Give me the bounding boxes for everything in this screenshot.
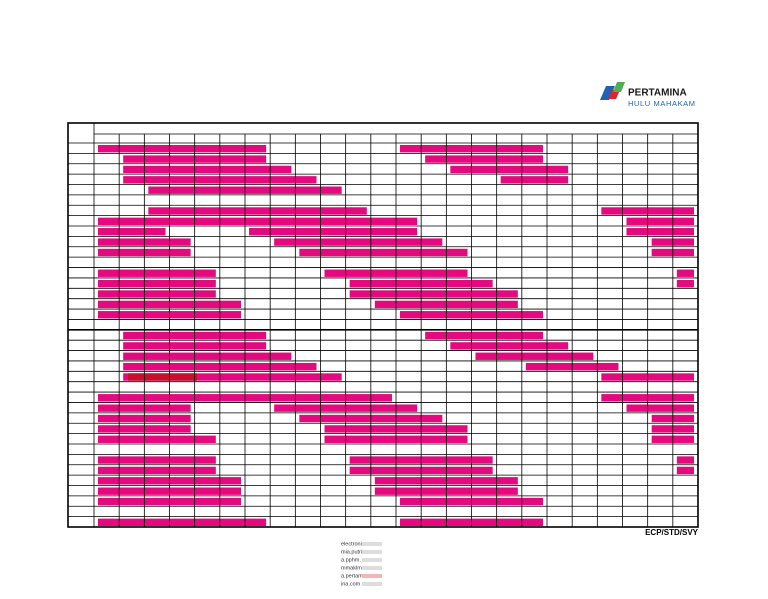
logo-subtitle: HULU MAHAKAM xyxy=(628,99,696,108)
contact-note xyxy=(362,550,382,554)
contact-line: a.pphm. xyxy=(341,557,361,563)
logo-name: PERTAMINA xyxy=(628,88,687,99)
contact-note xyxy=(362,574,382,578)
schedule-bar xyxy=(98,279,216,288)
schedule-bar xyxy=(626,217,694,226)
grid-border xyxy=(67,122,699,528)
schedule-bar xyxy=(450,342,569,350)
schedule-bar xyxy=(123,352,292,360)
contact-line: electronic xyxy=(341,541,365,547)
schedule-bar xyxy=(123,165,292,174)
schedule-bar xyxy=(98,456,216,464)
logo-mark-red xyxy=(608,90,620,99)
schedule-bar xyxy=(676,456,694,464)
schedule-bar xyxy=(626,228,694,236)
schedule-bar xyxy=(500,176,569,184)
contact-line: mmaklm xyxy=(341,565,362,571)
schedule-bar xyxy=(98,466,216,475)
schedule-bar xyxy=(98,145,267,153)
schedule-bar xyxy=(98,228,166,236)
contact-note xyxy=(362,542,382,546)
schedule-bar xyxy=(123,373,342,381)
schedule-bar xyxy=(676,279,694,288)
logo-mark-blue xyxy=(600,86,615,100)
contact-note xyxy=(362,582,382,586)
logo-mark-green xyxy=(613,82,625,92)
contact-line: a.pertam xyxy=(341,573,363,579)
schedule-bar xyxy=(148,207,367,215)
schedule-bar xyxy=(475,352,594,360)
schedule-bar xyxy=(249,228,418,236)
contact-line: mia.putri xyxy=(341,549,362,555)
schedule-grid xyxy=(67,122,699,528)
contact-line: ina.com xyxy=(341,581,361,587)
schedule-bar-highlight xyxy=(128,373,197,381)
document-code: ECP/STD/SVY xyxy=(645,528,699,537)
schedule-bar xyxy=(349,290,518,298)
schedule-bar xyxy=(626,404,694,412)
contact-note xyxy=(362,566,382,570)
schedule-bar xyxy=(98,290,216,298)
contact-info: electronic mia.putri a.pphm. mmaklm a.pertam… xyxy=(341,541,382,587)
schedule-bar xyxy=(98,217,418,226)
schedule-bar xyxy=(676,269,694,277)
schedule-bar xyxy=(450,165,569,174)
schedule-bar xyxy=(274,238,443,246)
schedule-bar xyxy=(425,155,543,163)
logo: PERTAMINA HULU MAHAKAM xyxy=(600,82,696,108)
schedule-bar xyxy=(98,518,267,526)
schedule-bar xyxy=(299,248,468,257)
schedule-bar xyxy=(98,269,216,277)
schedule-bar xyxy=(676,466,694,475)
contact-note xyxy=(362,558,382,562)
schedule-bar xyxy=(98,435,216,443)
schedule-bar xyxy=(425,331,543,340)
